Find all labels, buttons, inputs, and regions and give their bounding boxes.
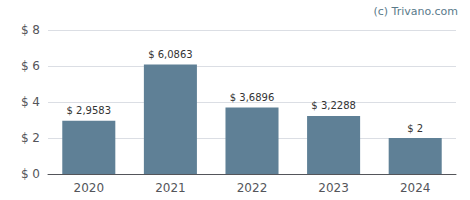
svg-text:2020: 2020 (74, 181, 105, 195)
svg-text:$ 4: $ 4 (21, 95, 40, 109)
svg-text:(c) Trivano.com: (c) Trivano.com (373, 5, 458, 18)
svg-text:$ 0: $ 0 (21, 167, 40, 181)
svg-text:2022: 2022 (237, 181, 268, 195)
svg-text:2024: 2024 (400, 181, 431, 195)
svg-text:$ 8: $ 8 (21, 23, 40, 37)
svg-text:2021: 2021 (155, 181, 186, 195)
svg-text:$ 3,2288: $ 3,2288 (311, 100, 356, 111)
svg-text:$ 6,0863: $ 6,0863 (148, 49, 193, 60)
svg-text:$ 2: $ 2 (21, 131, 40, 145)
svg-text:$ 2,9583: $ 2,9583 (67, 105, 112, 116)
svg-text:2023: 2023 (318, 181, 349, 195)
svg-text:$ 3,6896: $ 3,6896 (230, 92, 275, 103)
svg-text:$ 2: $ 2 (407, 123, 423, 134)
svg-text:$ 6: $ 6 (21, 59, 40, 73)
